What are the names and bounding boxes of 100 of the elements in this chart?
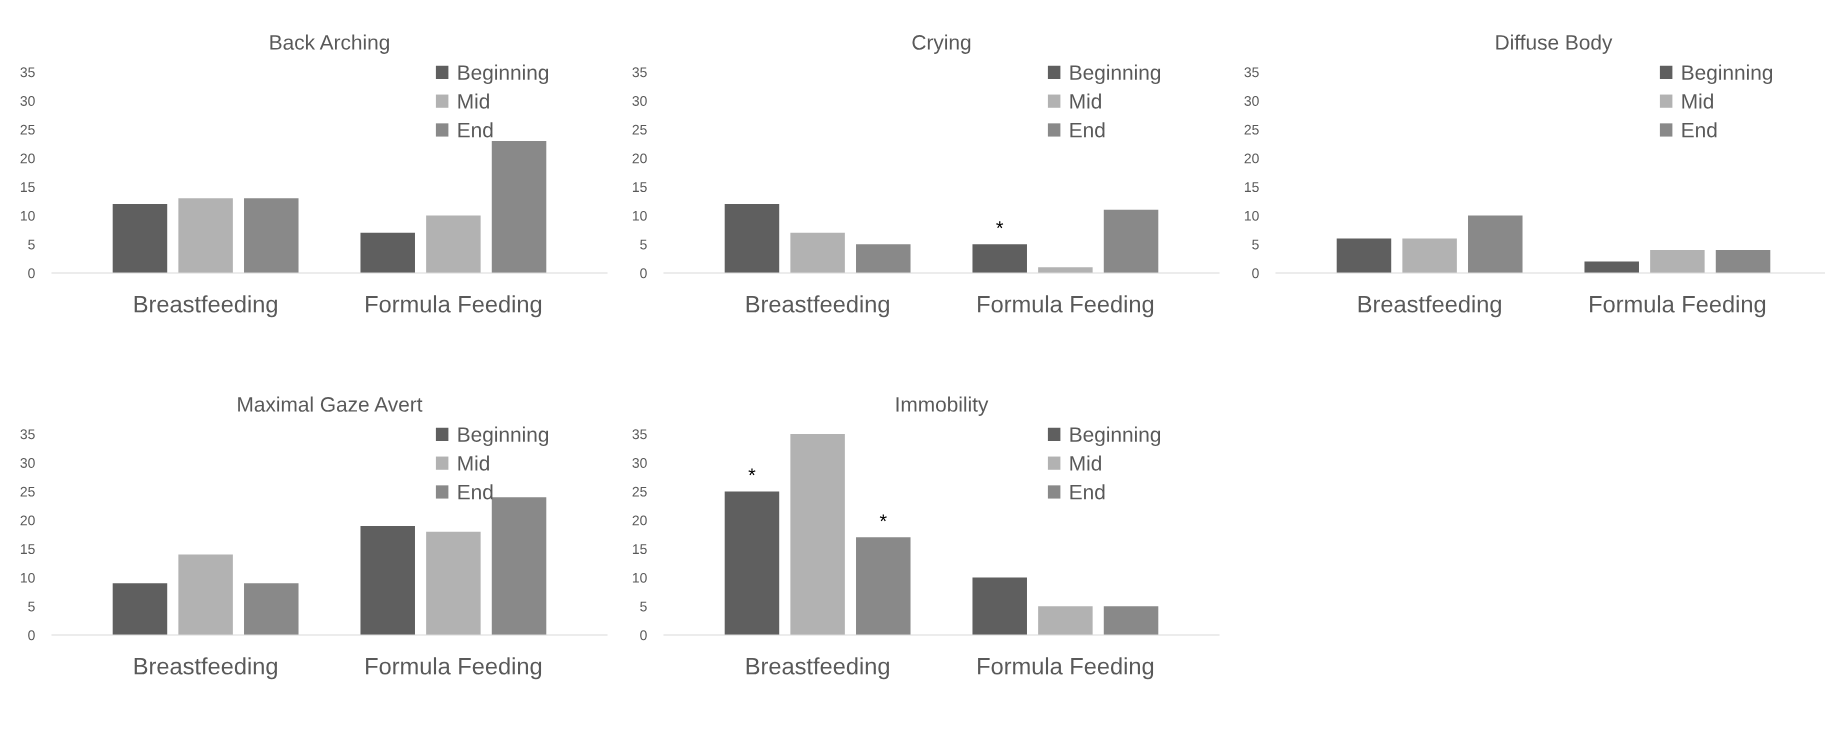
bar: [1468, 215, 1523, 273]
y-tick-label: 30: [20, 458, 35, 468]
bar: [856, 537, 911, 635]
y-tick-label: 5: [640, 239, 647, 250]
x-tick-label: Formula Feeding: [978, 657, 1154, 680]
y-tick-label: 10: [1244, 210, 1259, 221]
x-tick-label: Formula Feeding: [366, 295, 542, 318]
bar: [1038, 606, 1093, 635]
bar: [1715, 250, 1771, 273]
y-tick-label: 5: [1252, 239, 1259, 250]
bar: [724, 491, 780, 635]
y-tick-label: 30: [632, 96, 647, 106]
y-tick-label: 20: [20, 515, 35, 526]
legend-label: Beginning: [458, 64, 549, 85]
chart-title: Back Arching: [270, 34, 389, 54]
y-tick-label: 15: [632, 182, 647, 193]
x-tick-label: Breastfeeding: [746, 295, 889, 318]
bar: [112, 583, 168, 635]
y-tick-label: 30: [20, 96, 35, 106]
y-tick-label: 25: [1244, 124, 1259, 135]
bar: [112, 204, 168, 273]
data-label: *: [996, 221, 1004, 229]
y-tick-label: 35: [20, 67, 35, 78]
legend-label: Mid: [1070, 93, 1101, 109]
y-tick-label: 0: [640, 630, 647, 641]
legend-label: End: [1070, 484, 1105, 500]
bar: [1650, 250, 1705, 273]
chart-title: Crying: [912, 34, 971, 54]
y-tick-label: 15: [20, 182, 35, 193]
y-tick-label: 30: [632, 458, 647, 468]
bar: [360, 232, 415, 273]
y-tick-label: 0: [1252, 268, 1259, 279]
legend-label: Beginning: [458, 426, 549, 447]
legend-label: End: [458, 122, 493, 138]
y-tick-label: 25: [20, 124, 35, 135]
y-tick-label: 35: [1244, 67, 1259, 78]
y-tick-label: 25: [632, 486, 647, 497]
bar: [244, 198, 299, 273]
y-tick-label: 10: [20, 572, 35, 583]
y-tick-label: 20: [20, 153, 35, 164]
x-tick-label: Breastfeeding: [746, 657, 889, 680]
y-tick-label: 20: [1244, 153, 1259, 164]
y-tick-label: 5: [640, 601, 647, 612]
data-label: *: [748, 468, 756, 476]
bar: [1103, 209, 1159, 273]
bar: [790, 434, 845, 635]
bar: [856, 244, 911, 273]
bar: [178, 198, 233, 273]
y-tick-label: 35: [632, 429, 647, 440]
bar: [178, 554, 233, 635]
bar: [1336, 238, 1392, 273]
y-tick-label: 20: [632, 515, 647, 526]
y-tick-label: 0: [28, 630, 35, 641]
chart-title: Maximal Gaze Avert: [238, 396, 423, 412]
legend-label: Mid: [458, 93, 489, 109]
legend-label: End: [458, 484, 493, 500]
chart-title: Immobility: [896, 396, 989, 416]
bar: [491, 140, 547, 273]
legend-label: Mid: [1070, 455, 1101, 471]
bar: [1402, 238, 1457, 273]
bar: [972, 244, 1027, 273]
bar: [790, 232, 845, 273]
bar: [724, 204, 780, 273]
y-tick-label: 35: [632, 67, 647, 78]
data-label: *: [879, 514, 887, 522]
y-tick-label: 0: [28, 268, 35, 279]
x-tick-label: Formula Feeding: [978, 295, 1154, 318]
x-tick-label: Formula Feeding: [1590, 295, 1766, 318]
bar: [360, 525, 415, 635]
chart-title: Diffuse Body: [1496, 34, 1613, 54]
y-tick-label: 10: [632, 210, 647, 221]
bar: [491, 497, 547, 635]
bar: [1103, 606, 1159, 635]
y-tick-label: 35: [20, 429, 35, 440]
x-tick-label: Formula Feeding: [366, 657, 542, 680]
bar: [244, 583, 299, 635]
legend-label: Mid: [1682, 93, 1713, 109]
x-tick-label: Breastfeeding: [1358, 295, 1501, 318]
legend-label: End: [1682, 122, 1717, 138]
y-tick-label: 25: [20, 486, 35, 497]
legend-label: Mid: [458, 455, 489, 471]
y-tick-label: 25: [632, 124, 647, 135]
legend-label: Beginning: [1070, 64, 1161, 85]
y-tick-label: 10: [632, 572, 647, 583]
y-tick-label: 10: [20, 210, 35, 221]
y-tick-label: 15: [632, 544, 647, 555]
y-tick-label: 30: [1244, 96, 1259, 106]
bar: [426, 531, 481, 635]
y-tick-label: 5: [28, 601, 35, 612]
x-tick-label: Breastfeeding: [134, 295, 277, 318]
legend-label: Beginning: [1070, 426, 1161, 447]
y-tick-label: 15: [1244, 182, 1259, 193]
y-tick-label: 5: [28, 239, 35, 250]
y-tick-label: 0: [640, 268, 647, 279]
x-tick-label: Breastfeeding: [134, 657, 277, 680]
bar: [426, 215, 481, 273]
bar: [972, 577, 1027, 635]
y-tick-label: 15: [20, 544, 35, 555]
legend-label: End: [1070, 122, 1105, 138]
y-tick-label: 20: [632, 153, 647, 164]
